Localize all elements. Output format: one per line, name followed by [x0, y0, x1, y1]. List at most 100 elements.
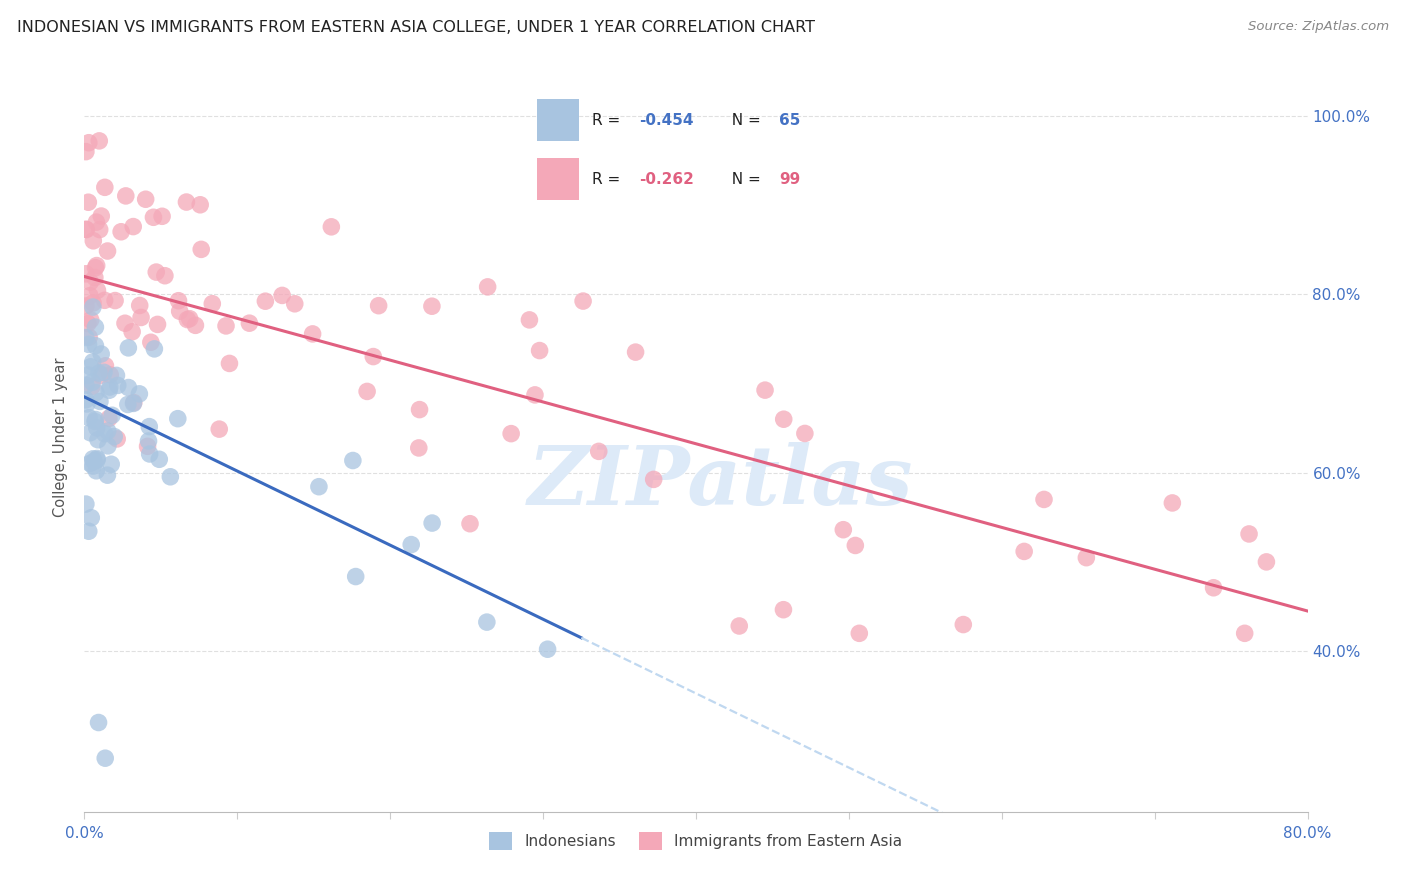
- Point: [356, 384, 378, 399]
- Text: Source: ZipAtlas.com: Source: ZipAtlas.com: [1249, 20, 1389, 33]
- Legend: Indonesians, Immigrants from Eastern Asia: Indonesians, Immigrants from Eastern Asi…: [484, 826, 908, 856]
- Point: [79, 456, 101, 470]
- Point: [114, 189, 136, 203]
- Point: [169, 304, 191, 318]
- Point: [166, 411, 188, 425]
- Point: [138, 434, 160, 448]
- Point: [89, 394, 111, 409]
- Point: [458, 516, 481, 531]
- Point: [572, 294, 595, 309]
- Point: [135, 192, 157, 206]
- Point: [82, 451, 104, 466]
- Point: [75, 222, 97, 236]
- Point: [77, 368, 100, 383]
- Point: [1161, 496, 1184, 510]
- Point: [84, 385, 107, 400]
- Point: [90, 209, 112, 223]
- Point: [80, 379, 103, 393]
- Point: [98, 380, 121, 394]
- Point: [519, 313, 541, 327]
- Point: [150, 209, 173, 223]
- Point: [82, 296, 104, 310]
- Point: [77, 337, 100, 351]
- Point: [146, 318, 169, 332]
- Point: [128, 387, 150, 401]
- Point: [321, 219, 343, 234]
- Point: [139, 335, 162, 350]
- Point: [79, 288, 101, 302]
- Point: [83, 270, 105, 285]
- Point: [832, 523, 855, 537]
- Point: [82, 300, 104, 314]
- Point: [79, 275, 101, 289]
- Point: [84, 320, 107, 334]
- Point: [89, 222, 111, 236]
- Point: [271, 288, 294, 302]
- Point: [105, 432, 128, 446]
- Point: [772, 603, 794, 617]
- Point: [844, 539, 866, 553]
- Point: [76, 397, 98, 411]
- Point: [190, 243, 212, 257]
- Point: [179, 311, 201, 326]
- Point: [523, 388, 546, 402]
- Point: [159, 470, 181, 484]
- Point: [79, 425, 101, 440]
- Point: [82, 458, 104, 473]
- Point: [399, 538, 422, 552]
- Point: [588, 444, 610, 458]
- Point: [77, 524, 100, 539]
- Point: [98, 384, 121, 398]
- Point: [208, 422, 231, 436]
- Point: [361, 350, 384, 364]
- Point: [87, 433, 110, 447]
- Point: [82, 234, 104, 248]
- Point: [82, 355, 104, 369]
- Point: [117, 380, 139, 394]
- Point: [728, 619, 751, 633]
- Point: [1237, 527, 1260, 541]
- Point: [93, 365, 115, 379]
- Point: [75, 392, 97, 407]
- Point: [793, 426, 815, 441]
- Point: [87, 366, 110, 380]
- Point: [97, 411, 120, 425]
- Point: [94, 751, 117, 765]
- Point: [84, 415, 107, 429]
- Point: [254, 294, 277, 309]
- Point: [122, 396, 145, 410]
- Point: [77, 410, 100, 425]
- Point: [93, 293, 115, 308]
- Point: [153, 268, 176, 283]
- Point: [77, 317, 100, 331]
- Point: [184, 318, 207, 333]
- Point: [501, 426, 523, 441]
- Point: [308, 480, 330, 494]
- Point: [90, 347, 112, 361]
- Point: [105, 368, 128, 383]
- Point: [529, 343, 551, 358]
- Point: [344, 569, 367, 583]
- Point: [80, 313, 103, 327]
- Point: [848, 626, 870, 640]
- Point: [84, 339, 107, 353]
- Point: [86, 259, 108, 273]
- Point: [122, 219, 145, 234]
- Point: [142, 211, 165, 225]
- Point: [772, 412, 794, 426]
- Point: [87, 715, 110, 730]
- Point: [136, 439, 159, 453]
- Point: [90, 368, 112, 383]
- Point: [1202, 581, 1225, 595]
- Point: [477, 280, 499, 294]
- Point: [121, 325, 143, 339]
- Point: [176, 195, 198, 210]
- Point: [79, 359, 101, 374]
- Point: [420, 299, 443, 313]
- Point: [86, 215, 108, 229]
- Point: [420, 516, 443, 530]
- Point: [77, 330, 100, 344]
- Point: [96, 468, 118, 483]
- Point: [86, 452, 108, 467]
- Point: [129, 310, 152, 325]
